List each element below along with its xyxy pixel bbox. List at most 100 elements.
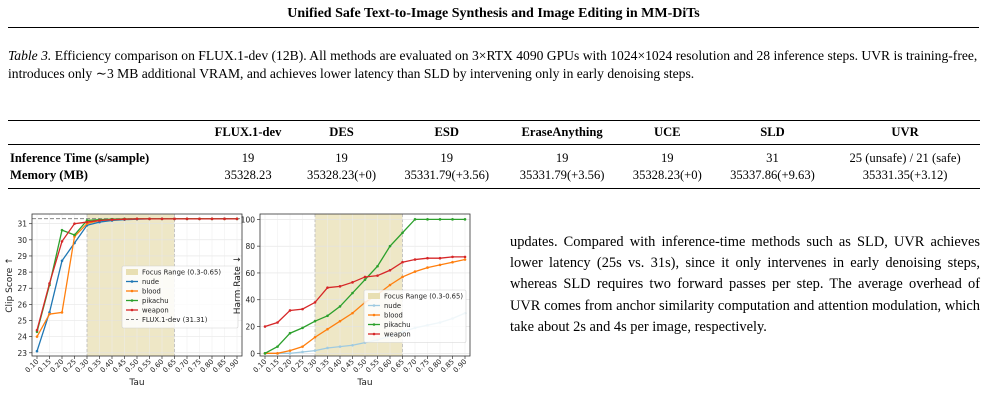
data-point-pikachu — [301, 326, 304, 330]
legend-label: blood — [384, 312, 403, 320]
table-caption-label: Table 3. — [8, 48, 52, 63]
data-point-weapon — [401, 260, 404, 264]
data-point-pikachu — [288, 331, 292, 335]
tau-ablation-figure: 2324252627282930310.100.150.200.250.300.… — [5, 213, 471, 388]
data-point-blood — [326, 327, 329, 331]
table-header-cell: EraseAnything — [521, 125, 603, 139]
data-point-weapon — [363, 275, 367, 279]
table-header-cell: FLUX.1-dev — [214, 125, 282, 139]
y-tick-label: 24 — [17, 333, 27, 342]
data-point-weapon — [60, 240, 64, 243]
table-cell: 19 — [335, 151, 348, 165]
data-point-weapon — [263, 325, 267, 328]
table-cell: 35331.35(+3.12) — [862, 168, 948, 182]
table-cell: 35328.23(+0) — [632, 168, 702, 182]
data-point-pikachu — [463, 218, 467, 221]
data-point-blood — [388, 283, 392, 287]
data-point-weapon — [376, 274, 379, 277]
data-point-weapon — [313, 301, 317, 304]
body-paragraph: updates. Compared with inference-time me… — [510, 234, 980, 335]
y-tick-label: 29 — [17, 252, 27, 261]
table-cell: 19 — [555, 151, 569, 165]
table-header-cell: UCE — [653, 125, 681, 139]
legend-label: nude — [142, 278, 159, 286]
y-axis-label: Clip Score ↑ — [5, 257, 15, 312]
data-point-blood — [338, 319, 342, 323]
chart-panel-1: 2324252627282930310.100.150.200.250.300.… — [5, 213, 243, 388]
table-header-row: FLUX.1-dev DES ESD EraseAnything UCE SLD… — [8, 120, 980, 145]
data-point-weapon — [235, 217, 239, 221]
data-point-weapon — [85, 220, 89, 224]
data-point-weapon — [148, 217, 151, 221]
table-header-cell: DES — [329, 125, 354, 139]
legend-swatch-marker — [372, 304, 376, 307]
data-point-weapon — [388, 268, 392, 272]
data-point-weapon — [35, 328, 39, 332]
table-header-cell: SLD — [760, 125, 785, 139]
table-cell: 19 — [660, 151, 674, 165]
x-tick-label: 0.90 — [224, 358, 241, 375]
data-point-blood — [451, 260, 454, 264]
data-point-weapon — [426, 256, 429, 260]
data-point-weapon — [173, 217, 176, 221]
data-point-nude — [288, 352, 292, 355]
data-point-blood — [48, 312, 51, 316]
data-point-blood — [426, 266, 429, 269]
legend-label: weapon — [142, 307, 169, 315]
table-cell: 19 — [241, 151, 255, 165]
data-point-blood — [438, 263, 442, 267]
y-tick-label: 25 — [17, 317, 27, 326]
legend-swatch-focus — [126, 269, 138, 275]
chart-panel-2: 0204060801000.100.150.200.250.300.350.40… — [233, 213, 471, 388]
data-point-weapon — [98, 219, 101, 222]
data-point-blood — [301, 345, 304, 348]
table-cell: 35328.23(+0) — [307, 168, 377, 182]
data-point-pikachu — [426, 218, 429, 221]
y-axis-label: Harm Rate ↓ — [233, 256, 243, 315]
data-point-pikachu — [388, 244, 392, 248]
legend-box — [363, 289, 467, 343]
data-point-blood — [413, 270, 417, 273]
data-point-pikachu — [60, 228, 64, 232]
y-tick-label: 20 — [245, 323, 255, 332]
data-point-weapon — [185, 217, 189, 221]
y-tick-label: 28 — [17, 268, 27, 277]
data-point-blood — [401, 275, 404, 279]
data-point-blood — [351, 311, 354, 315]
table-header-cell: UVR — [891, 125, 919, 139]
table-cell: 31 — [766, 151, 779, 165]
legend-swatch-marker — [130, 289, 134, 293]
y-tick-label: 26 — [17, 300, 27, 309]
data-point-blood — [276, 352, 279, 355]
data-point-weapon — [301, 307, 304, 311]
data-point-weapon — [338, 285, 342, 288]
y-tick-label: 27 — [17, 284, 27, 293]
table-cell: 35337.86(+9.63) — [730, 168, 815, 182]
data-point-weapon — [48, 282, 51, 285]
data-point-weapon — [276, 321, 279, 324]
data-point-weapon — [198, 217, 201, 221]
data-point-weapon — [288, 309, 292, 312]
y-tick-label: 60 — [245, 269, 255, 278]
legend-label: Focus Range (0.3-0.65) — [384, 293, 463, 301]
legend-label: blood — [142, 288, 161, 296]
x-axis-label: Tau — [128, 378, 144, 388]
data-point-weapon — [463, 255, 467, 259]
x-axis-label: Tau — [356, 378, 372, 388]
data-point-blood — [288, 349, 292, 352]
table-caption-text: Efficiency comparison on FLUX.1-dev (12B… — [8, 48, 978, 81]
legend-swatch-marker — [130, 299, 134, 302]
table-cell: 35328.23 — [224, 168, 272, 182]
data-point-pikachu — [263, 352, 267, 355]
legend-swatch-marker — [130, 308, 134, 312]
data-point-weapon — [123, 217, 126, 221]
table-cell: 35331.79(+3.56) — [519, 168, 605, 182]
data-point-nude — [326, 346, 329, 350]
legend-swatch-marker — [372, 332, 376, 336]
legend-label: pikachu — [384, 321, 411, 329]
table-cell: 19 — [440, 151, 453, 165]
data-point-pikachu — [73, 233, 76, 237]
y-tick-label: 80 — [245, 242, 255, 251]
y-tick-label: 31 — [17, 220, 27, 229]
legend-label: nude — [384, 302, 401, 310]
